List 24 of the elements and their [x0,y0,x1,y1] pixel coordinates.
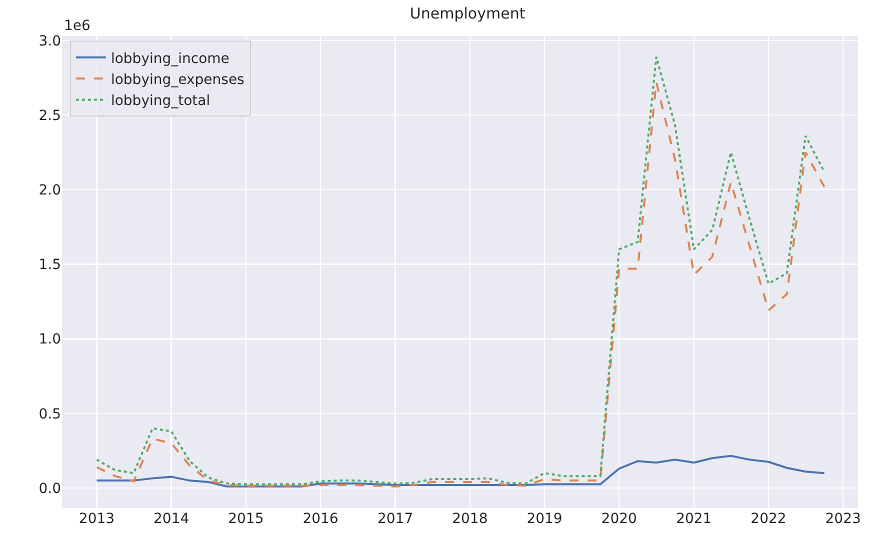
y-tick-label: 0.5 [38,406,61,422]
x-tick-label: 2018 [452,511,488,527]
chart-title: Unemployment [410,4,526,23]
text: 1e6 [64,18,91,34]
y-tick-label: 0.0 [38,480,61,497]
x-tick-label: 2019 [526,511,562,527]
x-tick-label: 2016 [302,511,338,527]
legend-label: lobbying_total [110,93,210,110]
y-tick-label: 1.0 [38,332,61,348]
y-tick-label: 1.5 [38,257,61,274]
y-tick-label: 3.0 [38,33,61,50]
x-tick-label: 2014 [154,511,190,527]
x-tick-label: 2020 [601,511,637,527]
x-tick-label: 2021 [676,511,712,527]
x-tick-label: 2023 [825,511,861,527]
legend-label: lobbying_expenses [110,72,244,88]
y-tick-label: 2.5 [38,108,61,124]
x-tick-label: 2013 [78,511,115,527]
legend-label: lobbying_income [110,50,230,67]
x-tick-label: 2015 [228,511,264,527]
x-tick-label: 2017 [378,511,414,527]
y-tick-label: 2.0 [38,182,61,199]
x-tick-label: 2022 [750,511,786,527]
line-series [96,454,826,488]
